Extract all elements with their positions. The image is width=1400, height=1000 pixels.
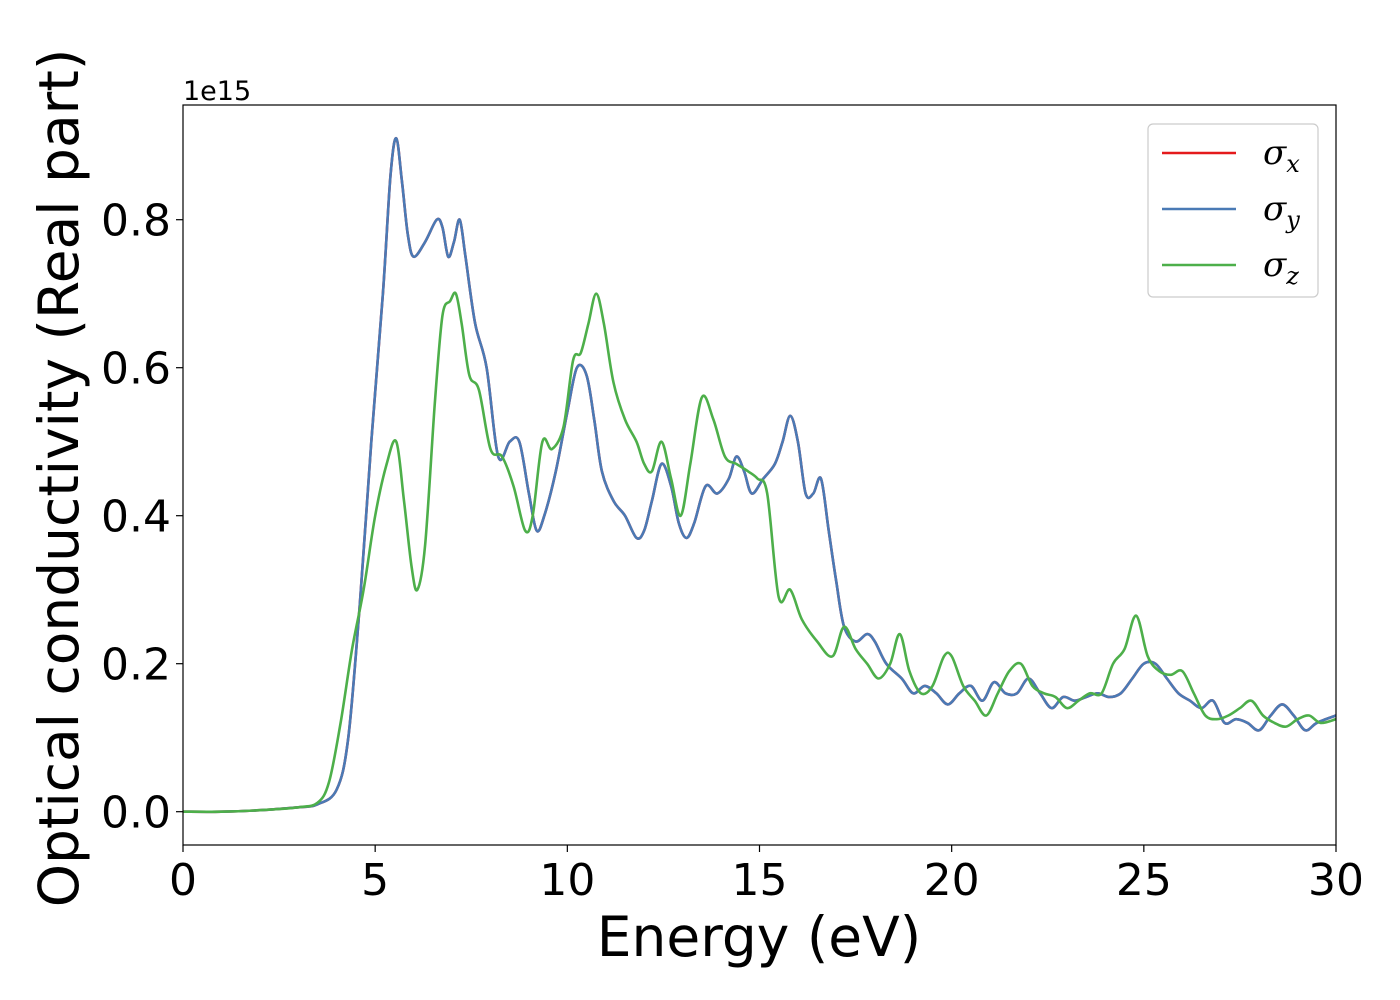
legend-label-x: σx	[1263, 133, 1300, 178]
x-axis: 0 5 10 15 20 25 30	[169, 845, 1364, 906]
x-tick-label: 20	[924, 855, 980, 906]
y-axis-label: Optical conductivity (Real part)	[27, 49, 91, 908]
y-tick-label: 0.6	[101, 344, 171, 395]
legend-entries: σx σy σz	[1162, 133, 1300, 290]
x-tick-label: 30	[1308, 855, 1364, 906]
x-tick-label: 5	[361, 855, 389, 906]
x-tick-label: 25	[1116, 855, 1172, 906]
series-layer	[183, 136, 1336, 814]
x-tick-label: 0	[169, 855, 197, 906]
legend: σx σy σz	[1147, 123, 1319, 298]
legend-label-z: σz	[1263, 245, 1299, 290]
y-offset-label: 1e15	[183, 76, 251, 107]
y-tick-label: 0.0	[101, 788, 171, 839]
series-line-y	[183, 136, 1336, 814]
series-line-z	[183, 291, 1336, 814]
y-tick-label: 0.4	[101, 492, 171, 543]
x-tick-label: 10	[539, 855, 595, 906]
legend-box	[1147, 123, 1319, 298]
y-tick-label: 0.8	[101, 196, 171, 247]
y-axis: 0.0 0.2 0.4 0.6 0.8	[101, 196, 183, 839]
x-tick-label: 15	[732, 855, 788, 906]
x-axis-label: Energy (eV)	[597, 905, 921, 969]
y-tick-label: 0.2	[101, 640, 171, 691]
legend-label-y: σy	[1263, 189, 1300, 234]
